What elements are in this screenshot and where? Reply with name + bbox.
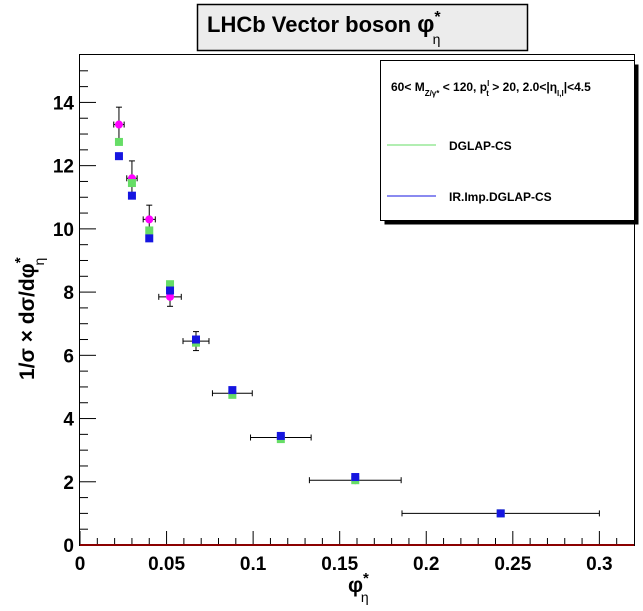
y-axis-title: 1/σ × dσ/dφ* η bbox=[12, 257, 47, 380]
legend-header-c-sub: l,l bbox=[557, 89, 564, 98]
series-point-dglap-cs bbox=[114, 137, 123, 146]
x-tick-label: 0.3 bbox=[586, 554, 612, 575]
series-point-ir-imp-dglap-cs bbox=[496, 509, 505, 518]
x-tick-label: 0.25 bbox=[494, 554, 531, 575]
y-axis-title-sup: * bbox=[12, 257, 29, 263]
axis-tick-labels: 0 0.05 0.1 0.15 0.2 0.25 0.3 0 2 4 6 8 10 12 14 bbox=[53, 93, 613, 575]
series-point-dglap-cs bbox=[127, 179, 136, 188]
y-axis-title-sub: η bbox=[31, 258, 47, 266]
x-tick-label: 0.15 bbox=[321, 554, 358, 575]
data-point bbox=[166, 292, 175, 301]
legend-label-ir-imp-dglap-cs: IR.Imp.DGLAP-CS bbox=[449, 190, 552, 204]
legend-header-b: < 120, p bbox=[439, 80, 487, 94]
series-point-dglap-cs bbox=[228, 390, 237, 399]
y-tick-label: 0 bbox=[63, 536, 74, 557]
y-axis-title-prefix: 1/σ × dσ/dφ bbox=[16, 263, 39, 380]
series-point-dglap-cs bbox=[166, 280, 175, 289]
x-axis-title: φ* η bbox=[348, 570, 369, 605]
y-tick-label: 12 bbox=[53, 157, 74, 178]
chart-title-prefix: LHCb Vector boson bbox=[207, 12, 417, 37]
legend-header-b-sup: l bbox=[487, 79, 489, 88]
x-tick-label: 0.2 bbox=[413, 554, 439, 575]
x-axis-title-symbol: φ bbox=[348, 574, 363, 597]
series-point-ir-imp-dglap-cs bbox=[166, 286, 175, 295]
chart-title-symbol: φ bbox=[417, 11, 434, 38]
series-point-dglap-cs bbox=[145, 226, 154, 235]
data-point bbox=[114, 120, 123, 129]
series-point-ir-imp-dglap-cs bbox=[127, 191, 136, 200]
legend-header-b-sub: t bbox=[486, 89, 489, 98]
y-tick-label: 8 bbox=[63, 283, 74, 304]
series-point-ir-imp-dglap-cs bbox=[145, 234, 154, 243]
y-tick-label: 4 bbox=[63, 410, 74, 431]
x-tick-label: 0.1 bbox=[240, 554, 267, 575]
data-point bbox=[145, 215, 154, 224]
legend: 60< MZ/γ* < 120, pl t > 20, 2.0<|ηl,l|<4.… bbox=[380, 60, 639, 225]
y-tick-label: 2 bbox=[63, 473, 74, 494]
chart-title: LHCb Vector boson φ* η bbox=[207, 9, 441, 47]
legend-label-dglap-cs: DGLAP-CS bbox=[449, 139, 512, 153]
series-point-ir-imp-dglap-cs bbox=[276, 431, 285, 440]
data-points bbox=[114, 120, 505, 518]
chart-title-sub: η bbox=[433, 31, 441, 47]
legend-header-a: 60< M bbox=[391, 80, 425, 94]
x-axis-title-sub: η bbox=[361, 589, 369, 605]
x-tick-label: 0.05 bbox=[148, 554, 185, 575]
series-point-ir-imp-dglap-cs bbox=[191, 335, 200, 344]
y-tick-label: 14 bbox=[53, 93, 75, 114]
y-tick-label: 6 bbox=[63, 346, 74, 367]
legend-header-a-sub: Z/γ* bbox=[425, 89, 441, 98]
x-tick-label: 0 bbox=[75, 554, 86, 575]
y-tick-label: 10 bbox=[53, 220, 74, 241]
x-axis-title-sup: * bbox=[363, 570, 369, 587]
series-point-ir-imp-dglap-cs bbox=[114, 152, 123, 161]
chart-title-sup: * bbox=[434, 9, 441, 26]
legend-header-c: > 20, 2.0<|η bbox=[489, 80, 557, 94]
legend-header: 60< MZ/γ* < 120, pl t > 20, 2.0<|ηl,l|<4.… bbox=[391, 79, 591, 98]
series-point-ir-imp-dglap-cs bbox=[351, 473, 360, 482]
legend-header-d: |<4.5 bbox=[564, 80, 591, 94]
chart-title-box: LHCb Vector boson φ* η bbox=[196, 3, 529, 52]
series-point-ir-imp-dglap-cs bbox=[228, 386, 237, 395]
axis-ticks bbox=[79, 70, 618, 546]
